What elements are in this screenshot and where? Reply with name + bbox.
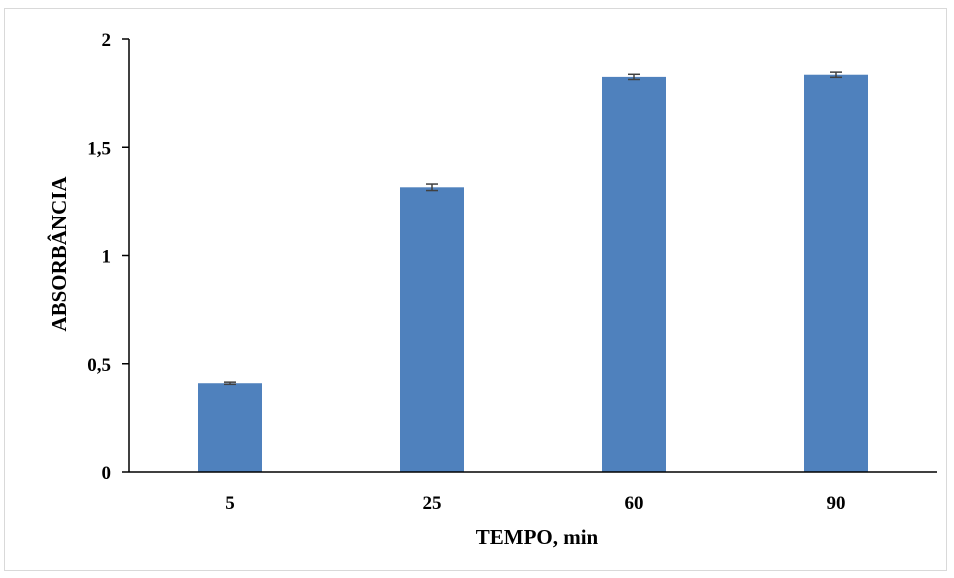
error-bars (224, 71, 842, 386)
bar-5 (198, 383, 262, 472)
x-tick-label-25: 25 (423, 493, 442, 514)
y-tick-label: 0 (102, 463, 112, 484)
x-axis-title: TEMPO, min (476, 525, 599, 549)
y-axis-ticks: 0 0,5 1 1,5 2 (87, 30, 129, 484)
y-axis-title: ABSORBÂNCIA (47, 176, 71, 332)
bar-90 (804, 74, 868, 472)
y-tick-label: 1,5 (87, 138, 111, 159)
bar-25 (400, 187, 464, 473)
y-tick-label: 1 (102, 247, 112, 268)
x-tick-label-60: 60 (625, 493, 644, 514)
x-axis-tick-labels: 5 25 60 90 (225, 493, 845, 514)
y-tick-label: 2 (102, 30, 112, 51)
x-tick-label-90: 90 (827, 493, 846, 514)
chart-frame (4, 8, 947, 571)
bar-60 (602, 76, 666, 472)
bars (198, 74, 868, 473)
x-tick-label-5: 5 (225, 493, 235, 514)
y-tick-label: 0,5 (87, 355, 111, 376)
